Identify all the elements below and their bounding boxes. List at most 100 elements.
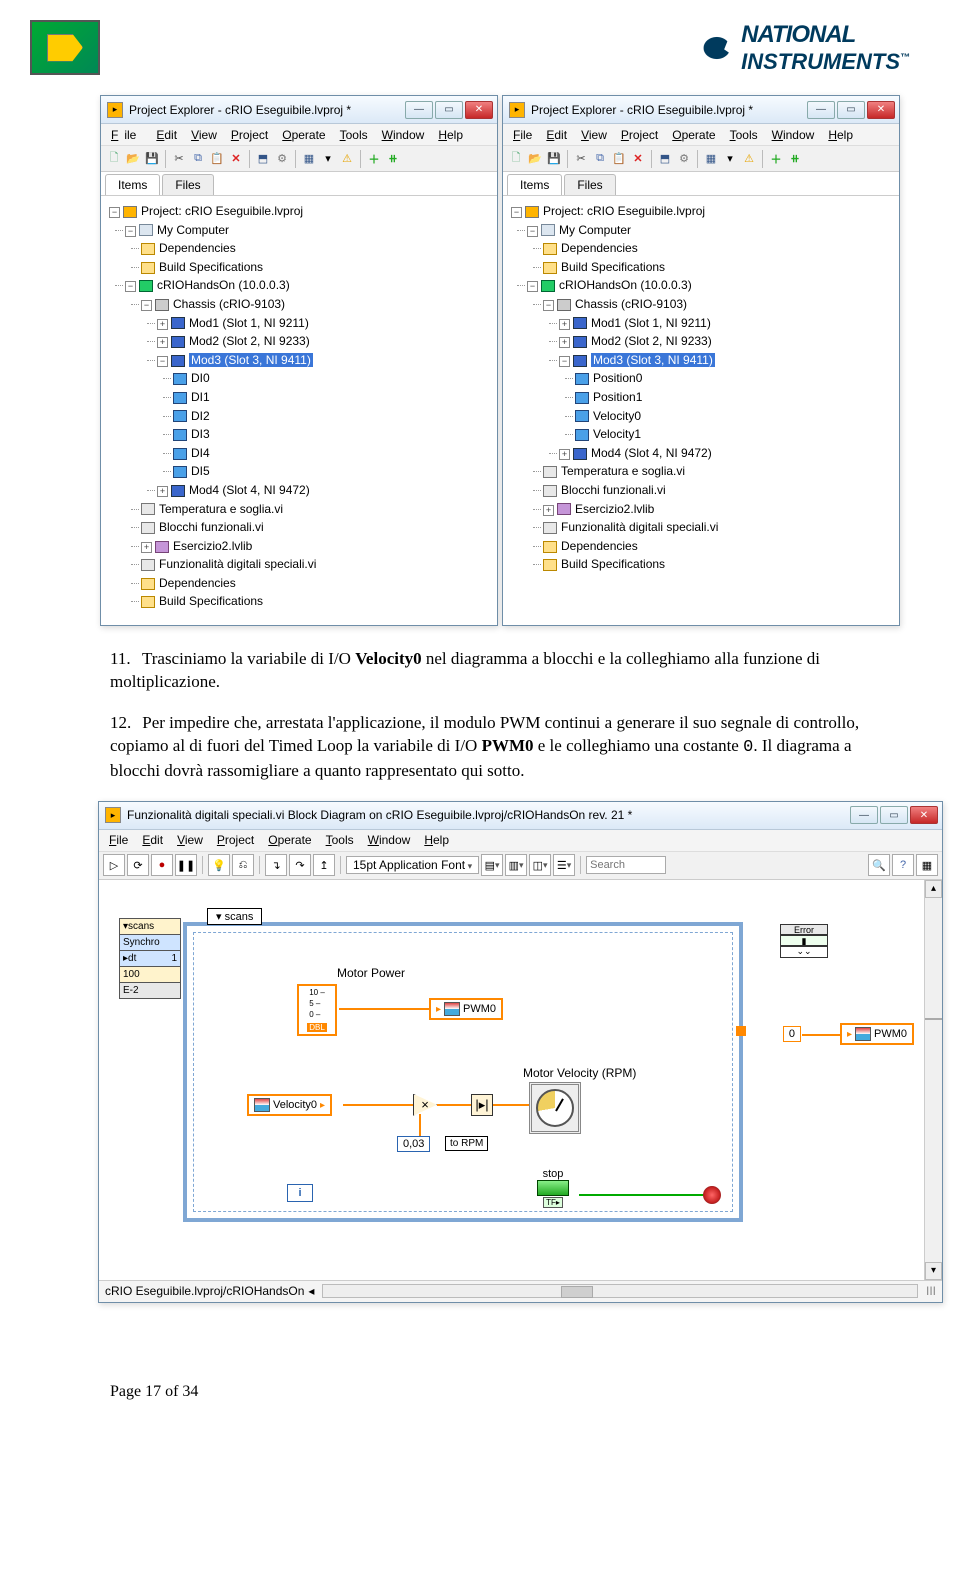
tree-funz-vi[interactable]: Funzionalità digitali speciali.vi xyxy=(561,520,718,534)
tree-io[interactable]: DI5 xyxy=(191,464,210,478)
distribute-icon[interactable]: ▥ xyxy=(505,854,527,876)
tree-temp-vi[interactable]: Temperatura e soglia.vi xyxy=(561,464,685,478)
step-into-icon[interactable]: ↴ xyxy=(265,854,287,876)
tree-io[interactable]: DI1 xyxy=(191,390,210,404)
maximize-button[interactable]: ▭ xyxy=(837,101,865,119)
tree-build-spec[interactable]: Build Specifications xyxy=(159,260,263,274)
resolve-icon[interactable]: ⬒ xyxy=(254,150,272,168)
tree-project[interactable]: Project: cRIO Eseguibile.lvproj xyxy=(543,204,705,218)
tree-build-spec[interactable]: Build Specifications xyxy=(561,260,665,274)
status-arrow[interactable]: ◂ xyxy=(308,1284,314,1298)
paste-icon[interactable]: 📋 xyxy=(208,150,226,168)
delete-icon[interactable]: ✕ xyxy=(629,150,647,168)
timed-loop-right-node[interactable]: Error ▮ ⌄⌄ xyxy=(780,924,828,960)
scroll-thumb[interactable] xyxy=(925,1018,942,1020)
pause-icon[interactable]: ❚❚ xyxy=(175,854,197,876)
minimize-button[interactable]: — xyxy=(405,101,433,119)
properties-icon[interactable]: ⚙ xyxy=(273,150,291,168)
tree-chassis[interactable]: Chassis (cRIO-9103) xyxy=(575,297,687,311)
tree-target[interactable]: cRIOHandsOn (10.0.0.3) xyxy=(559,278,692,292)
menu-edit[interactable]: Edit xyxy=(150,126,183,144)
cfg-scans-dropdown[interactable]: ▾ scans xyxy=(119,918,181,935)
menu-tools[interactable]: Tools xyxy=(724,126,764,144)
reorder-icon[interactable]: ☰ xyxy=(553,854,575,876)
sv-pwm0-outside[interactable]: PWM0 xyxy=(840,1023,914,1045)
sv-velocity0[interactable]: Velocity0 xyxy=(247,1094,332,1116)
add2-icon[interactable]: ⧺ xyxy=(384,150,402,168)
tree-mod3-selected[interactable]: Mod3 (Slot 3, NI 9411) xyxy=(189,353,313,367)
menu-file[interactable]: File xyxy=(507,126,538,144)
menu-window[interactable]: Window xyxy=(766,126,821,144)
tree-blocchi-vi[interactable]: Blocchi funzionali.vi xyxy=(561,483,666,497)
menu-operate[interactable]: Operate xyxy=(666,126,721,144)
tree-mod2[interactable]: Mod2 (Slot 2, NI 9233) xyxy=(189,334,310,348)
stop-control[interactable]: stop TF▸ xyxy=(537,1168,569,1208)
abort-icon[interactable]: ● xyxy=(151,854,173,876)
menu-file[interactable]: File xyxy=(103,831,134,849)
scroll-up-icon[interactable]: ▴ xyxy=(925,880,942,898)
tree-my-computer[interactable]: My Computer xyxy=(157,223,229,237)
menu-edit[interactable]: Edit xyxy=(540,126,573,144)
new-icon[interactable]: 🗋 xyxy=(105,150,123,168)
tree-mod4[interactable]: Mod4 (Slot 4, NI 9472) xyxy=(189,483,310,497)
menu-view[interactable]: View xyxy=(185,126,223,144)
menu-operate[interactable]: Operate xyxy=(262,831,317,849)
tree-temp-vi[interactable]: Temperatura e soglia.vi xyxy=(159,502,283,516)
block-diagram-canvas[interactable]: ▾ scans Synchro ▸dt 1 100 E-2 Error ▮ ⌄⌄… xyxy=(99,880,924,1280)
menubar[interactable]: File Edit View Project Operate Tools Win… xyxy=(101,124,497,146)
tree-build-spec[interactable]: Build Specifications xyxy=(561,557,665,571)
help-icon[interactable]: ? xyxy=(892,854,914,876)
tree-build-spec[interactable]: Build Specifications xyxy=(159,594,263,608)
horizontal-scrollbar[interactable] xyxy=(322,1284,918,1298)
save-icon[interactable]: 💾 xyxy=(545,150,563,168)
tree-io[interactable]: Velocity1 xyxy=(593,427,641,441)
tree-io[interactable]: DI4 xyxy=(191,446,210,460)
context-help-icon[interactable]: 🔍 xyxy=(868,854,890,876)
tree-dependencies[interactable]: Dependencies xyxy=(561,539,638,553)
menu-project[interactable]: Project xyxy=(615,126,664,144)
motor-power-slider[interactable]: 10 – 5 – 0 – DBL xyxy=(297,984,337,1036)
stop-led-icon[interactable] xyxy=(537,1180,569,1196)
vertical-scrollbar[interactable]: ▴ ▾ xyxy=(924,880,942,1280)
tree-io[interactable]: Velocity0 xyxy=(593,409,641,423)
tree-io[interactable]: DI3 xyxy=(191,427,210,441)
cfg-row[interactable]: ▸dt 1 xyxy=(119,950,181,967)
cfg-row[interactable]: 100 xyxy=(119,966,181,983)
menu-window[interactable]: Window xyxy=(376,126,431,144)
font-selector[interactable]: 15pt Application Font xyxy=(346,856,479,874)
tree-mod3-selected[interactable]: Mod3 (Slot 3, NI 9411) xyxy=(591,353,715,367)
project-tree-right[interactable]: −Project: cRIO Eseguibile.lvproj −My Com… xyxy=(503,196,899,588)
cut-icon[interactable]: ✂ xyxy=(170,150,188,168)
highlight-icon[interactable]: 💡 xyxy=(208,854,230,876)
minimize-button[interactable]: — xyxy=(807,101,835,119)
vi-icon-box[interactable]: ▦ xyxy=(916,854,938,876)
scroll-down-icon[interactable]: ▾ xyxy=(925,1262,942,1280)
const-zero[interactable]: 0 xyxy=(783,1026,801,1042)
menu-view[interactable]: View xyxy=(171,831,209,849)
tree-mod1[interactable]: Mod1 (Slot 1, NI 9211) xyxy=(189,316,309,330)
expander-icon[interactable]: − xyxy=(109,207,120,218)
tree-io[interactable]: DI0 xyxy=(191,371,210,385)
menu-tools[interactable]: Tools xyxy=(334,126,374,144)
tree-dependencies[interactable]: Dependencies xyxy=(159,241,236,255)
tree-dependencies[interactable]: Dependencies xyxy=(561,241,638,255)
cfg-row[interactable]: Synchro xyxy=(119,934,181,951)
tree-blocchi-vi[interactable]: Blocchi funzionali.vi xyxy=(159,520,264,534)
menu-file[interactable]: File xyxy=(105,126,148,144)
warning-icon[interactable]: ⚠ xyxy=(338,150,356,168)
filter-icon[interactable]: ▦ xyxy=(702,150,720,168)
add-icon[interactable]: ＋ xyxy=(767,150,785,168)
tree-dependencies[interactable]: Dependencies xyxy=(159,576,236,590)
open-icon[interactable]: 📂 xyxy=(526,150,544,168)
copy-icon[interactable]: ⧉ xyxy=(189,150,207,168)
menu-edit[interactable]: Edit xyxy=(136,831,169,849)
titlebar[interactable]: ▸ Project Explorer - cRIO Eseguibile.lvp… xyxy=(503,96,899,124)
run-cont-icon[interactable]: ⟳ xyxy=(127,854,149,876)
tree-io[interactable]: DI2 xyxy=(191,409,210,423)
close-button[interactable]: ✕ xyxy=(465,101,493,119)
menu-tools[interactable]: Tools xyxy=(320,831,360,849)
tree-target[interactable]: cRIOHandsOn (10.0.0.3) xyxy=(157,278,290,292)
tab-items[interactable]: Items xyxy=(105,174,160,195)
cut-icon[interactable]: ✂ xyxy=(572,150,590,168)
tab-files[interactable]: Files xyxy=(162,174,213,195)
